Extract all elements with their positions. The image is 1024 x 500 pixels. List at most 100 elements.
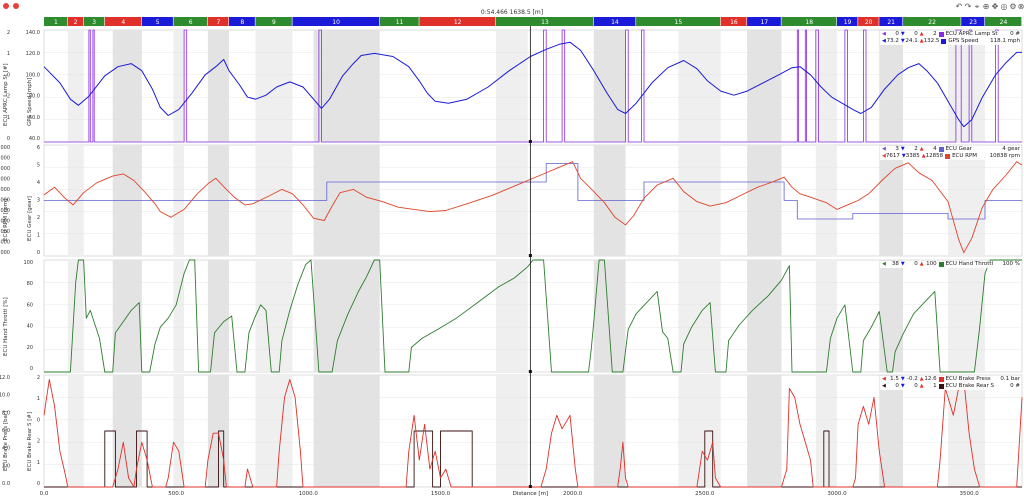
legend-current-value: 118.1 mph: [990, 38, 1020, 44]
min-marker-icon: ◀: [882, 261, 886, 267]
minimize-window-button[interactable]: [13, 3, 19, 9]
legend-row[interactable]: ◀ 7617 ▼ 3385 ▲ 12858 ECU RPM 10838 rpm: [880, 153, 1020, 160]
segment-23-label: 23: [969, 19, 977, 26]
close-window-button[interactable]: [3, 3, 9, 9]
segment-7-bar: [207, 17, 229, 26]
zoom-icon[interactable]: ⊕: [982, 2, 990, 11]
segment-23-bar: [961, 17, 985, 26]
legend-swatch: [938, 262, 944, 267]
segment-14-bar: [593, 17, 636, 26]
corner-shade-band: [815, 145, 837, 256]
legend-avg-value: 0: [914, 383, 918, 389]
min-marker-icon: ◀: [882, 146, 886, 152]
legend-channel-name: ECU APRC Lamp St: [945, 31, 998, 37]
legend-channel-name: ECU Hand Throttl: [945, 261, 994, 267]
y-tick-label: 0.0: [2, 481, 10, 487]
segment-15-label: 15: [675, 19, 683, 26]
legend-current-value: 0.1 bar: [1000, 376, 1020, 382]
legend-throttle[interactable]: ◀ 38 ▼ 0 ▲ 100 ECU Hand Throttl 100 %: [880, 261, 1020, 268]
corner-shade-band: [255, 375, 293, 487]
legend-rpm[interactable]: ◀ 3 ▼ 2 ▲ 4 ECU Gear 4 gear ◀ 7617 ▼ 3385 ▲ 12858 ECU …: [880, 146, 1020, 160]
corner-shade-band: [495, 260, 528, 372]
max-marker-icon: ▲: [919, 31, 924, 37]
max-marker-icon: ▲: [919, 376, 924, 382]
corner-shade-band: [879, 260, 904, 372]
min-marker-icon: ◀: [882, 153, 886, 159]
y-tick-label: 60: [27, 302, 33, 308]
y-tick-label: 4000: [0, 240, 10, 246]
segment-10-label: 10: [332, 19, 340, 26]
redo-icon[interactable]: ↷: [964, 2, 972, 11]
legend-current-value: 4 gear: [1002, 146, 1020, 152]
legend-max-value: 2: [933, 31, 937, 37]
segment-9-label: 9: [272, 19, 276, 26]
cursor-marker: [528, 370, 532, 373]
legend-row[interactable]: ◀ 38 ▼ 0 ▲ 100 ECU Hand Throttl 100 %: [880, 261, 1020, 268]
avg-marker-icon: ▼: [900, 38, 905, 44]
y-tick-label: 6000: [0, 219, 10, 225]
legend-row[interactable]: ◀ 0 ▼ 0 ▲ 2 ECU APRC Lamp St 0 #: [880, 31, 1020, 38]
legend-avg-value: 24.1: [905, 38, 918, 44]
legend-avg-value: -0.2: [906, 376, 918, 382]
y-tick-label: 12.0: [0, 375, 10, 381]
y-tick-label: 40.0: [29, 136, 40, 142]
x-tick-label: 500.0: [168, 491, 184, 497]
legend-speed[interactable]: ◀ 0 ▼ 0 ▲ 2 ECU APRC Lamp St 0 # ◀ 73.2 ▼ 24.1 ▲ 132.…: [880, 31, 1020, 45]
corner-shade-band: [947, 375, 985, 487]
target-icon[interactable]: ◎: [1000, 2, 1008, 11]
y-tick-label: 80: [27, 281, 33, 287]
legend-row[interactable]: ◀ 3 ▼ 2 ▲ 4 ECU Gear 4 gear: [880, 146, 1020, 153]
corner-shade-band: [747, 260, 782, 372]
legend-max-value: 4: [933, 146, 937, 152]
segment-11-bar: [379, 17, 419, 26]
y-axis-title: ECU Hand Throttl [%]: [3, 297, 9, 356]
legend-swatch: [938, 377, 944, 382]
y-tick-label: 0: [7, 72, 10, 78]
legend-swatch: [938, 32, 944, 37]
segment-8-label: 8: [240, 19, 244, 26]
legend-brake[interactable]: ◀ 1.5 ▼ -0.2 ▲ 12.6 ECU Brake Press 0.1 bar ◀ 0 ▼ 0…: [880, 376, 1020, 390]
settings-icon[interactable]: ⚙: [1009, 2, 1017, 11]
corner-shade-band: [207, 260, 230, 372]
corner-shade-band: [879, 145, 904, 256]
corner-shade-band: [815, 260, 837, 372]
corner-shade-band: [747, 145, 782, 256]
legend-avg-value: 3385: [905, 153, 920, 159]
y-tick-label: 2: [7, 94, 10, 100]
y-tick-label: 2.0: [2, 463, 10, 469]
throttle-trace: [44, 259, 1022, 373]
undo-icon[interactable]: ↶: [955, 2, 963, 11]
corner-shade-band: [173, 375, 185, 487]
corner-shade-band: [947, 145, 985, 256]
corner-shade-band: [207, 30, 230, 142]
corner-shade-band: [495, 145, 528, 256]
pan-icon[interactable]: ✥: [991, 2, 999, 11]
y-axis-title: ECU Brake Rear S [#]: [27, 411, 33, 471]
segment-1-label: 1: [54, 19, 58, 26]
segment-17-bar: [747, 17, 781, 26]
legend-avg-value: 2: [914, 146, 918, 152]
corner-shade-band: [678, 145, 721, 256]
segment-9-bar: [255, 17, 292, 26]
min-marker-icon: ◀: [882, 31, 886, 37]
cursor-icon[interactable]: ⌖: [974, 2, 980, 11]
corner-shade-band: [67, 375, 84, 487]
legend-row[interactable]: ◀ 73.2 ▼ 24.1 ▲ 132.5 GPS Speed 118.1 mph: [880, 38, 1020, 45]
legend-channel-name: ECU Brake Rear S: [945, 383, 995, 389]
segment-18-bar: [781, 17, 837, 26]
avg-marker-icon: ▼: [900, 31, 905, 37]
legend-row[interactable]: ◀ 1.5 ▼ -0.2 ▲ 12.6 ECU Brake Press 0.1 bar: [880, 376, 1020, 383]
segment-19-label: 19: [844, 19, 852, 26]
close-icon[interactable]: ⊗: [1017, 2, 1024, 11]
y-axis-title: ECU Brake Press [bar]: [3, 410, 9, 471]
y-axis-title: ECU RPM [rpm]: [3, 198, 9, 241]
max-marker-icon: ▲: [919, 146, 924, 152]
segment-8-bar: [229, 17, 255, 26]
y-tick-label: 3: [37, 198, 40, 204]
panel-speed-background: [43, 29, 1023, 143]
cursor-readout: 0:54.466 1638.5 [m]: [480, 9, 544, 16]
legend-current-value: 100 %: [1002, 261, 1020, 267]
min-marker-icon: ◀: [882, 38, 886, 44]
